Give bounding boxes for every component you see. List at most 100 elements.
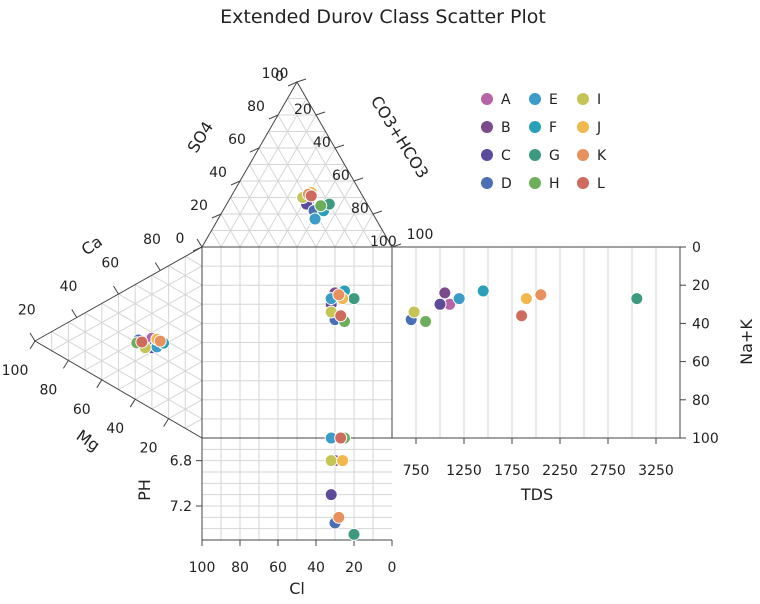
nak-tick-label: 20 (692, 278, 710, 294)
anion-triangle-frame (201, 80, 393, 248)
cl-tick-label: 0 (388, 560, 397, 576)
so4-tick (268, 114, 279, 120)
ph-axis-label: PH (135, 479, 154, 501)
mg-tick-label: 20 (140, 441, 158, 457)
tds-tick-label: 2750 (590, 463, 626, 479)
cl-tick-label: 60 (269, 560, 287, 576)
nak-tick-label: 100 (692, 431, 719, 447)
anion-triangle-grid-line (268, 131, 336, 248)
mg-tick-label: 80 (39, 382, 57, 398)
tds-point-H (419, 314, 433, 328)
ph-point-G (347, 527, 361, 541)
ca-tick-label: 60 (101, 256, 119, 272)
legend-marker-H (529, 177, 541, 189)
so4-tick-label: 80 (247, 99, 265, 115)
legend-marker-I (577, 93, 589, 105)
cation-triangle-grid-line (185, 255, 203, 267)
tds-point-J (519, 292, 533, 306)
tds-tick-label: 1750 (494, 463, 530, 479)
square-point-G (347, 292, 361, 306)
co3-axis-label: CO3+HCO3 (367, 92, 433, 181)
tds-tick-label: 1250 (446, 463, 482, 479)
ca-tick-label: 40 (60, 279, 78, 295)
tds-point-I (407, 305, 421, 319)
cation-point-L (135, 335, 149, 349)
anion-point-L (304, 189, 318, 203)
so4-tick-label: 100 (262, 66, 289, 82)
legend-label-I: I (597, 92, 601, 108)
legend-marker-J (577, 121, 589, 133)
anion-point-H (314, 199, 328, 213)
nak-tick-label: 40 (692, 316, 710, 332)
co3-tick (315, 111, 326, 116)
mg-tick (29, 340, 36, 350)
cation-triangle-grid-line (68, 284, 203, 361)
mg-tick-label: 40 (106, 421, 124, 437)
nak-tick-label: 80 (692, 393, 710, 409)
so4-tick-label: 0 (176, 231, 185, 247)
co3-tick (334, 144, 345, 149)
ca-tick (154, 262, 161, 271)
so4-tick-label: 40 (209, 165, 227, 181)
anion-triangle-grid-line (249, 164, 298, 248)
ph-point-L (334, 431, 348, 445)
co3-tick-label: 100 (370, 234, 397, 250)
legend-label-L: L (597, 176, 605, 192)
nak-tick-label: 60 (692, 355, 710, 371)
tds-point-K (534, 288, 548, 302)
anion-triangle-grid-line (277, 114, 355, 248)
legend-marker-E (529, 93, 541, 105)
tds-axis-label: TDS (520, 485, 553, 504)
mg-tick (163, 418, 170, 427)
legend-marker-C (481, 149, 493, 161)
anion-triangle-grid-line (211, 230, 222, 248)
anion-triangle-grid-line (239, 114, 317, 248)
tds-point-G (630, 292, 644, 306)
mg-tick-label: 100 (2, 363, 29, 379)
nak-axis-label: Na+K (737, 319, 756, 365)
co3-tick-label: 40 (313, 135, 331, 151)
mg-tick (129, 398, 136, 408)
mg-tick-label: 60 (73, 402, 91, 418)
co3-tick (391, 243, 402, 248)
mg-axis-label: Mg (73, 426, 104, 455)
cation-triangle-grid-line (118, 342, 203, 390)
anion-point-E (308, 212, 322, 226)
cl-tick-label: 40 (307, 560, 325, 576)
ph-tick-label: 7.2 (170, 499, 192, 515)
cation-triangle-grid-line (51, 331, 203, 420)
legend-marker-G (529, 149, 541, 161)
tick-layer: 1008060402000204060801001008060402001008… (2, 66, 719, 576)
ca-tick-label: 80 (143, 232, 161, 248)
cation-triangle-grid-line (118, 293, 203, 343)
co3-tick-label: 0 (275, 69, 284, 85)
legend-marker-F (529, 121, 541, 133)
so4-tick (230, 180, 241, 186)
cl-tick-label: 100 (189, 560, 216, 576)
tds-point-B (438, 286, 452, 300)
ca-tick (29, 332, 36, 342)
mg-tick (62, 360, 69, 369)
ph-point-I (324, 454, 338, 468)
tds-tick-label: 3250 (638, 463, 674, 479)
cl-tick-label: 80 (231, 560, 249, 576)
mg-tick (96, 379, 103, 389)
so4-tick (192, 246, 203, 252)
anion-triangle-grid-line (258, 131, 326, 248)
cation-triangle-grid-line (151, 274, 203, 305)
ca-tick-label: 20 (18, 303, 36, 319)
co3-tick-label: 100 (407, 227, 434, 243)
cation-point-K (153, 334, 167, 348)
data-point-layer (130, 186, 644, 541)
legend-label-F: F (549, 120, 557, 136)
cation-triangle-grid-line (51, 265, 203, 352)
so4-tick-label: 60 (228, 132, 246, 148)
tds-point-F (476, 284, 490, 298)
cation-triangle-grid-line (185, 418, 203, 429)
cation-triangle-grid-line (151, 380, 203, 410)
ph-point-C (324, 488, 338, 502)
co3-tick-label: 60 (332, 168, 350, 184)
legend-label-J: J (596, 120, 601, 136)
square-point-L (334, 309, 348, 323)
